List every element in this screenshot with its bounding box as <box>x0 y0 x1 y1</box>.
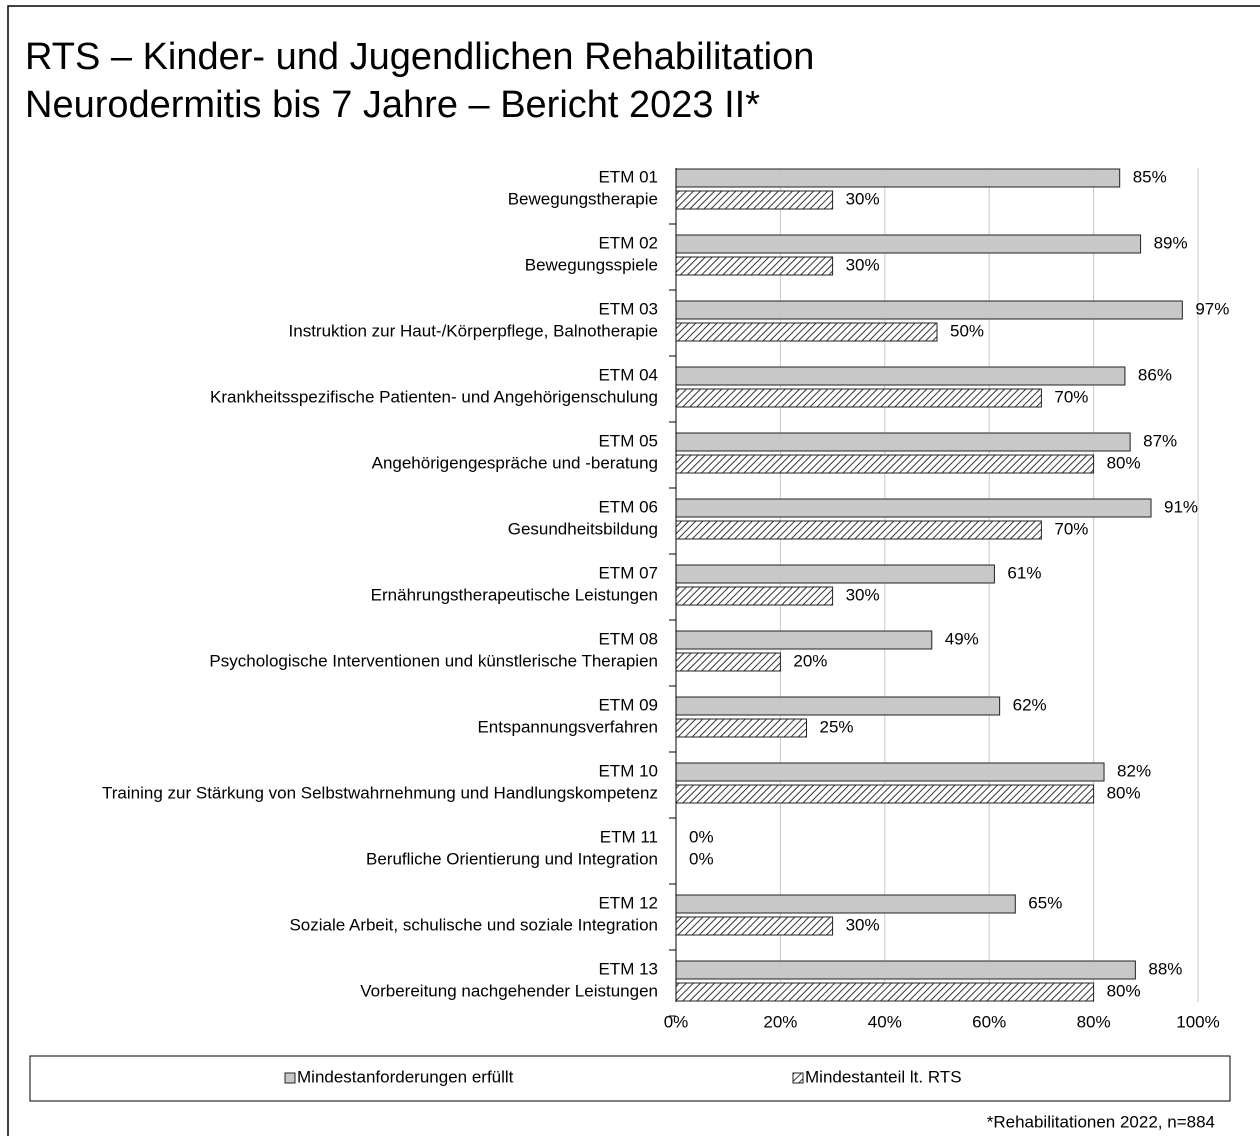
value-label: 30% <box>846 585 880 604</box>
value-label: 86% <box>1138 365 1172 384</box>
category-label: ETM 01 <box>598 167 658 186</box>
value-label: 50% <box>950 321 984 340</box>
bar <box>675 652 781 672</box>
bar <box>675 718 807 738</box>
category-label: ETM 12 <box>598 893 658 912</box>
x-tick-label: 40% <box>868 1012 902 1031</box>
legend-swatch <box>792 1072 804 1084</box>
value-label: 97% <box>1195 299 1229 318</box>
category-label: ETM 07 <box>598 563 658 582</box>
value-label: 70% <box>1054 519 1088 538</box>
bar <box>675 586 834 606</box>
value-label: 61% <box>1007 563 1041 582</box>
value-label: 0% <box>689 849 714 868</box>
legend-box <box>29 1055 1231 1102</box>
bar <box>675 234 1142 254</box>
bar <box>675 300 1183 320</box>
value-label: 30% <box>846 189 880 208</box>
value-label: 49% <box>945 629 979 648</box>
value-label: 25% <box>820 717 854 736</box>
category-label: ETM 04 <box>598 365 658 384</box>
category-label: Krankheitsspezifische Patienten- und Ang… <box>210 387 658 406</box>
bar <box>675 696 1001 716</box>
bar <box>675 168 1121 188</box>
value-label: 30% <box>846 915 880 934</box>
bar <box>675 432 1131 452</box>
bar <box>675 520 1042 540</box>
value-label: 62% <box>1013 695 1047 714</box>
x-tick-label: 20% <box>763 1012 797 1031</box>
value-label: 65% <box>1028 893 1062 912</box>
category-label: Psychologische Interventionen und künstl… <box>209 651 658 670</box>
category-label: Bewegungsspiele <box>525 255 658 274</box>
bar <box>675 982 1095 1002</box>
value-label: 89% <box>1154 233 1188 252</box>
category-label: Bewegungstherapie <box>508 189 658 208</box>
bar <box>675 366 1126 386</box>
bar <box>675 762 1105 782</box>
value-label: 82% <box>1117 761 1151 780</box>
chart-subtitle: Neurodermitis bis 7 Jahre – Bericht 2023… <box>25 84 760 126</box>
x-tick-label: 60% <box>972 1012 1006 1031</box>
category-label: Angehörigengespräche und -beratung <box>372 453 658 472</box>
category-label: ETM 10 <box>598 761 658 780</box>
legend-label: Mindestanteil lt. RTS <box>805 1067 962 1086</box>
legend-swatch <box>284 1072 296 1084</box>
bar <box>675 454 1095 474</box>
bar <box>675 630 933 650</box>
category-label: ETM 05 <box>598 431 658 450</box>
bar <box>675 322 938 342</box>
value-label: 0% <box>689 827 714 846</box>
category-label: ETM 06 <box>598 497 658 516</box>
bar <box>675 960 1136 980</box>
bar <box>675 784 1095 804</box>
value-label: 88% <box>1148 959 1182 978</box>
category-label: Soziale Arbeit, schulische und soziale I… <box>289 915 658 934</box>
category-label: ETM 02 <box>598 233 658 252</box>
legend-label: Mindestanforderungen erfüllt <box>297 1067 514 1086</box>
bar <box>675 916 834 936</box>
bar <box>675 564 995 584</box>
category-label: ETM 13 <box>598 959 658 978</box>
category-label: Berufliche Orientierung und Integration <box>366 849 658 868</box>
bar <box>675 388 1042 408</box>
category-label: Gesundheitsbildung <box>508 519 658 538</box>
x-tick-label: 100% <box>1176 1012 1219 1031</box>
frame <box>7 5 1260 1136</box>
bar <box>675 190 834 210</box>
category-label: ETM 03 <box>598 299 658 318</box>
value-label: 20% <box>793 651 827 670</box>
chart-title: RTS – Kinder- und Jugendlichen Rehabilit… <box>25 36 814 78</box>
value-label: 80% <box>1107 453 1141 472</box>
category-label: ETM 11 <box>600 827 658 846</box>
category-label: ETM 08 <box>598 629 658 648</box>
x-tick-label: 0% <box>664 1012 689 1031</box>
footnote: *Rehabilitationen 2022, n=884 <box>987 1112 1215 1131</box>
bar <box>675 894 1016 914</box>
value-label: 87% <box>1143 431 1177 450</box>
bar <box>675 256 834 276</box>
value-label: 30% <box>846 255 880 274</box>
x-tick-label: 80% <box>1077 1012 1111 1031</box>
value-label: 80% <box>1107 783 1141 802</box>
value-label: 85% <box>1133 167 1167 186</box>
value-label: 80% <box>1107 981 1141 1000</box>
category-label: Instruktion zur Haut-/Körperpflege, Baln… <box>289 321 658 340</box>
value-label: 70% <box>1054 387 1088 406</box>
category-label: Entspannungsverfahren <box>477 717 658 736</box>
bar <box>675 498 1152 518</box>
value-label: 91% <box>1164 497 1198 516</box>
category-label: Ernährungstherapeutische Leistungen <box>371 585 658 604</box>
category-label: Training zur Stärkung von Selbstwahrnehm… <box>102 783 658 802</box>
category-label: Vorbereitung nachgehender Leistungen <box>360 981 658 1000</box>
category-label: ETM 09 <box>598 695 658 714</box>
